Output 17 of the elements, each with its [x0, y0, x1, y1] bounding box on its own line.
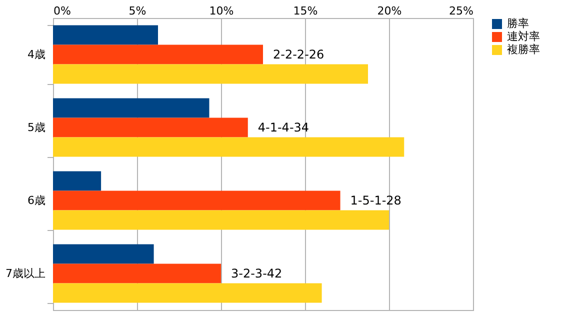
annotation: 1-5-1-28	[350, 194, 402, 208]
y-tick-label: 6歳	[28, 194, 46, 207]
x-tick-label: 25%	[449, 4, 474, 18]
legend-label: 勝率	[507, 17, 529, 30]
y-tick-label: 5歳	[28, 121, 46, 134]
legend-label: 連対率	[507, 30, 540, 43]
x-tick-label: 15%	[293, 4, 318, 18]
legend-label: 複勝率	[507, 43, 540, 56]
y-tick-label: 4歳	[28, 48, 46, 61]
x-tick-label: 0%	[54, 4, 71, 18]
annotation: 3-2-3-42	[231, 266, 282, 280]
x-tick-label: 5%	[128, 4, 146, 18]
y-tick-label: 7歳以上	[6, 267, 46, 280]
annotation: 4-1-4-34	[258, 120, 310, 134]
x-tick-label: 10%	[209, 4, 234, 18]
x-tick-label: 20%	[377, 4, 402, 18]
annotation: 2-2-2-26	[273, 48, 324, 62]
